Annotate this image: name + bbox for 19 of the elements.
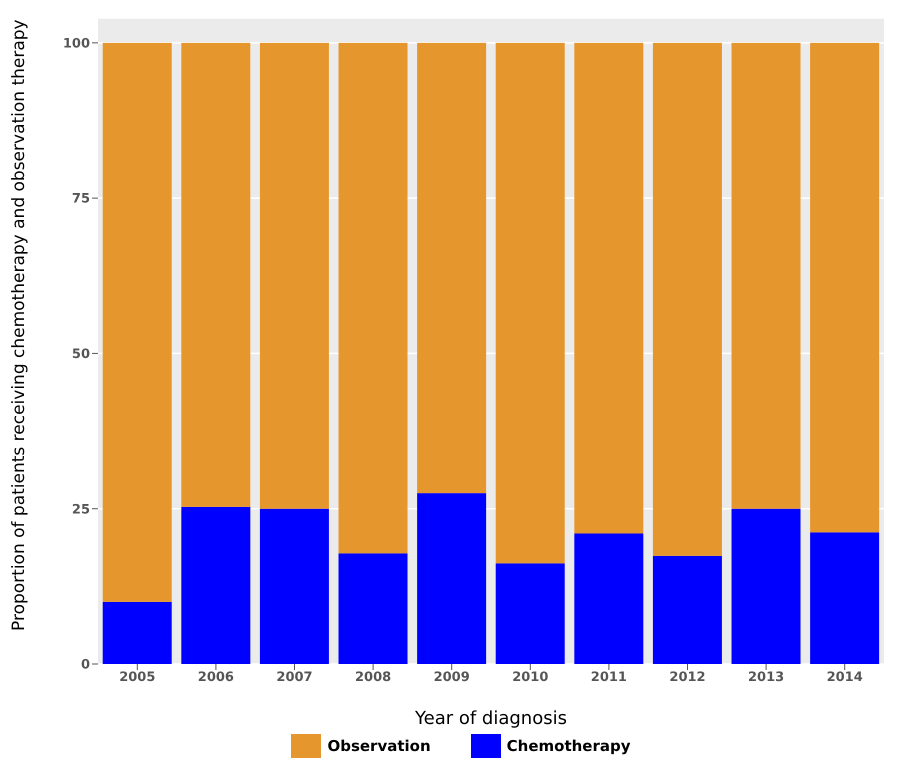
y-axis-title: Proportion of patients receiving chemotherapy and observation therapy: [9, 19, 30, 631]
x-tick-label: 2007: [276, 670, 313, 686]
y-tick-label: 100: [62, 36, 90, 52]
x-tick-label: 2011: [590, 670, 627, 686]
x-tick-label: 2006: [198, 670, 234, 686]
y-tick-label: 25: [72, 502, 90, 518]
x-tick-label: 2014: [826, 670, 863, 686]
x-tick-label: 2013: [748, 670, 784, 686]
y-tick-label: 0: [80, 658, 90, 673]
x-tick-label: 2005: [119, 670, 156, 686]
y-tick-label: 75: [72, 192, 90, 207]
x-tick-label: 2009: [434, 670, 470, 686]
x-tick-label: 2008: [355, 670, 392, 686]
legend-label: Observation: [327, 737, 431, 755]
legend-label: Chemotherapy: [506, 737, 631, 755]
y-tick-label: 50: [72, 347, 90, 362]
x-axis-title: Year of diagnosis: [414, 708, 567, 729]
x-tick-label: 2012: [669, 670, 706, 686]
x-tick-label: 2010: [512, 670, 548, 686]
